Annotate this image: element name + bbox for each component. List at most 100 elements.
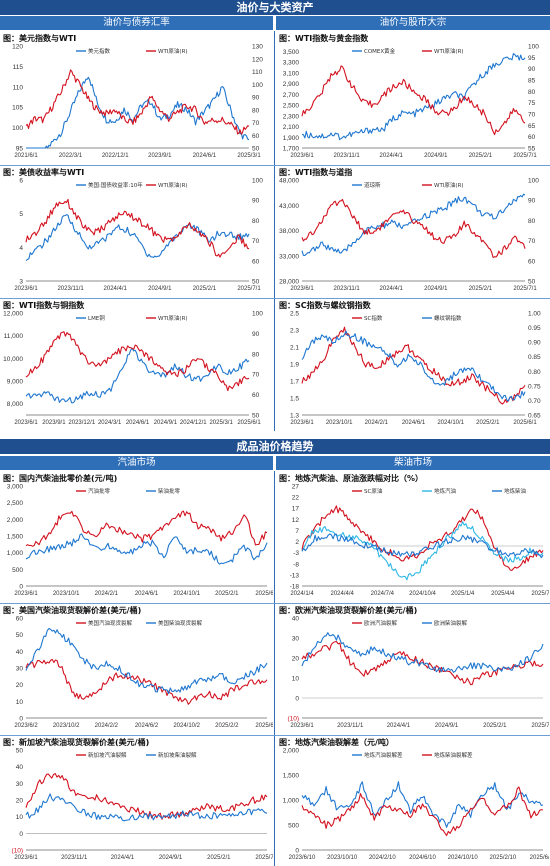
chart-panel-wti-dow: 图：WTI指数与道指 28,000 33,000 38,000 43,000 48,000… xyxy=(276,166,549,297)
y-tick-label: 2.3 xyxy=(290,328,299,335)
x-tick-label: 2024/2/10 xyxy=(369,855,396,861)
y2-tick-label: 85 xyxy=(528,78,536,85)
y2-tick-label: 60 xyxy=(528,258,536,265)
chart-panel-teapot-change: 图：地炼汽柴油、原油涨跌幅对比（%） -18 -13 -8 -3 2 7 12 17 22 27 20… xyxy=(276,472,549,602)
x-tick-label: 2022/3/1 xyxy=(59,153,83,159)
y-tick-label: 5 xyxy=(19,211,23,218)
y2-tick-label: 130 xyxy=(252,44,263,51)
row-divider xyxy=(0,165,550,166)
subheader-stock-commodity: 油价与股市大宗 xyxy=(276,16,550,30)
y-tick-label: 1,000 xyxy=(283,798,300,805)
y2-tick-label: 80 xyxy=(252,218,260,225)
column-divider-top xyxy=(274,31,275,431)
x-tick-label: 2025/2/1 xyxy=(483,723,507,729)
legend-label: 美元指数 xyxy=(88,47,111,55)
series-line xyxy=(301,65,526,136)
series-line xyxy=(301,326,526,405)
x-tick-label: 2025/6/1 xyxy=(237,420,261,426)
y2-tick-label: 110 xyxy=(252,69,263,76)
y-tick-label: 38,000 xyxy=(279,228,299,235)
y2-tick-label: 70 xyxy=(528,112,536,119)
x-tick-label: 2024/9/1 xyxy=(424,286,448,292)
y2-tick-label: 90 xyxy=(252,331,260,338)
y-tick-label: 40 xyxy=(16,649,24,656)
y-tick-label: 0 xyxy=(295,696,299,703)
y2-tick-label: 90 xyxy=(528,198,536,205)
section-header-products: 成品油价格趋势 xyxy=(0,439,550,454)
y-tick-label: 3,000 xyxy=(7,484,24,491)
x-tick-label: 2023/10/2 xyxy=(53,723,80,729)
row-divider xyxy=(0,298,550,299)
y2-tick-label: 70 xyxy=(252,372,260,379)
legend-label: 地炼柴油裂解差 xyxy=(434,751,473,759)
x-tick-label: 2024/1/4 xyxy=(290,591,314,597)
legend-label: 欧洲汽油裂解 xyxy=(364,619,398,627)
legend-label: 柴油批零 xyxy=(158,487,181,495)
y-tick-label: 120 xyxy=(12,44,23,51)
x-tick-label: 2023/6/1 xyxy=(290,420,314,426)
chart-panel-sc-rebar: 图：SC指数与螺纹钢指数 1.3 1.5 1.7 1.9 2.1 2.3 2.5 0.65 0.7… xyxy=(276,299,549,431)
y-tick-label: 2,000 xyxy=(283,748,300,755)
legend-label: WTI原油(R) xyxy=(158,181,188,189)
chart-panel-us-crack: 图：美国汽柴油现货裂解价差(美元/桶) 0 10 20 30 40 50 60 2023/6/2… xyxy=(0,604,273,734)
series-line xyxy=(26,76,250,149)
series-line xyxy=(301,533,544,559)
y-tick-label: 0 xyxy=(295,848,299,855)
y2-tick-label: 0.90 xyxy=(528,340,541,347)
x-tick-label: 2024/9/1 xyxy=(148,286,172,292)
y-tick-label: 100 xyxy=(12,125,23,132)
legend-label: LME铜 xyxy=(88,314,105,322)
x-tick-label: 2023/9/1 xyxy=(148,153,172,159)
y2-tick-label: 65 xyxy=(528,123,536,130)
y-tick-label: 2 xyxy=(295,539,299,546)
x-tick-label: 2025/7/4 xyxy=(531,591,549,597)
x-tick-label: 2024/2/1 xyxy=(95,591,119,597)
row-divider xyxy=(0,603,550,604)
y-tick-label: 2,500 xyxy=(7,500,24,507)
y-tick-label: 500 xyxy=(12,567,23,574)
y2-tick-label: 100 xyxy=(252,311,263,318)
x-tick-label: 2024/6/1 xyxy=(402,420,426,426)
y-tick-label: 0 xyxy=(19,584,23,591)
x-tick-label: 2023/11/1 xyxy=(333,153,360,159)
y2-tick-label: 80 xyxy=(252,351,260,358)
series-line xyxy=(301,505,544,571)
x-tick-label: 2023/6/1 xyxy=(14,855,38,861)
y-tick-label: 3,300 xyxy=(283,60,300,67)
legend-label: 道琼斯 xyxy=(364,181,381,189)
legend-label: 汽油批零 xyxy=(88,487,111,495)
x-tick-label: 2025/6/10 xyxy=(530,855,549,861)
legend-label: 新加坡汽油裂解 xyxy=(88,751,127,759)
legend-label: WTI原油(R) xyxy=(434,181,464,189)
y2-tick-label: 0.65 xyxy=(528,413,541,420)
x-tick-label: 2025/1/4 xyxy=(451,591,475,597)
series-line xyxy=(25,214,250,262)
y-tick-label: 3 xyxy=(19,279,23,286)
series-line xyxy=(301,781,544,828)
x-tick-label: 2024/9/1 xyxy=(424,153,448,159)
x-tick-label: 2024/7/4 xyxy=(371,591,395,597)
x-tick-label: 2025/2/2 xyxy=(215,723,239,729)
chart-title: 图：WTI指数与黄金指数 xyxy=(279,34,369,43)
y2-tick-label: 95 xyxy=(528,55,536,62)
legend-label: 美国:国债收益率:10年 xyxy=(88,181,143,189)
y-tick-label: 2,000 xyxy=(7,517,24,524)
y2-tick-label: 100 xyxy=(528,178,539,185)
y-tick-label: 2,900 xyxy=(283,81,300,88)
x-tick-label: 2023/6/1 xyxy=(14,286,38,292)
y2-tick-label: 1.00 xyxy=(528,311,541,318)
series-line xyxy=(25,348,250,404)
y-tick-label: 60 xyxy=(16,616,24,623)
y-tick-label: -18 xyxy=(290,584,300,591)
legend-label: WTI原油(R) xyxy=(158,47,188,55)
series-line xyxy=(301,53,526,141)
x-tick-label: 2023/6/1 xyxy=(14,420,38,426)
chart-panel-wti-gold: 图：WTI指数与黄金指数 1,700 1,900 2,100 2,300 2,500 2,7… xyxy=(276,32,549,164)
chart-panel-wholesale-retail-spread: 图：国内汽柴油批零价差(元/吨) 0 500 1,000 1,500 2,000 2,500… xyxy=(0,472,273,602)
y-tick-label: 2,500 xyxy=(283,103,300,110)
y-tick-label: -3 xyxy=(293,550,299,557)
y-tick-label: 11,000 xyxy=(4,333,24,340)
x-tick-label: 2024/6/1 xyxy=(126,420,150,426)
row-divider xyxy=(0,735,550,736)
